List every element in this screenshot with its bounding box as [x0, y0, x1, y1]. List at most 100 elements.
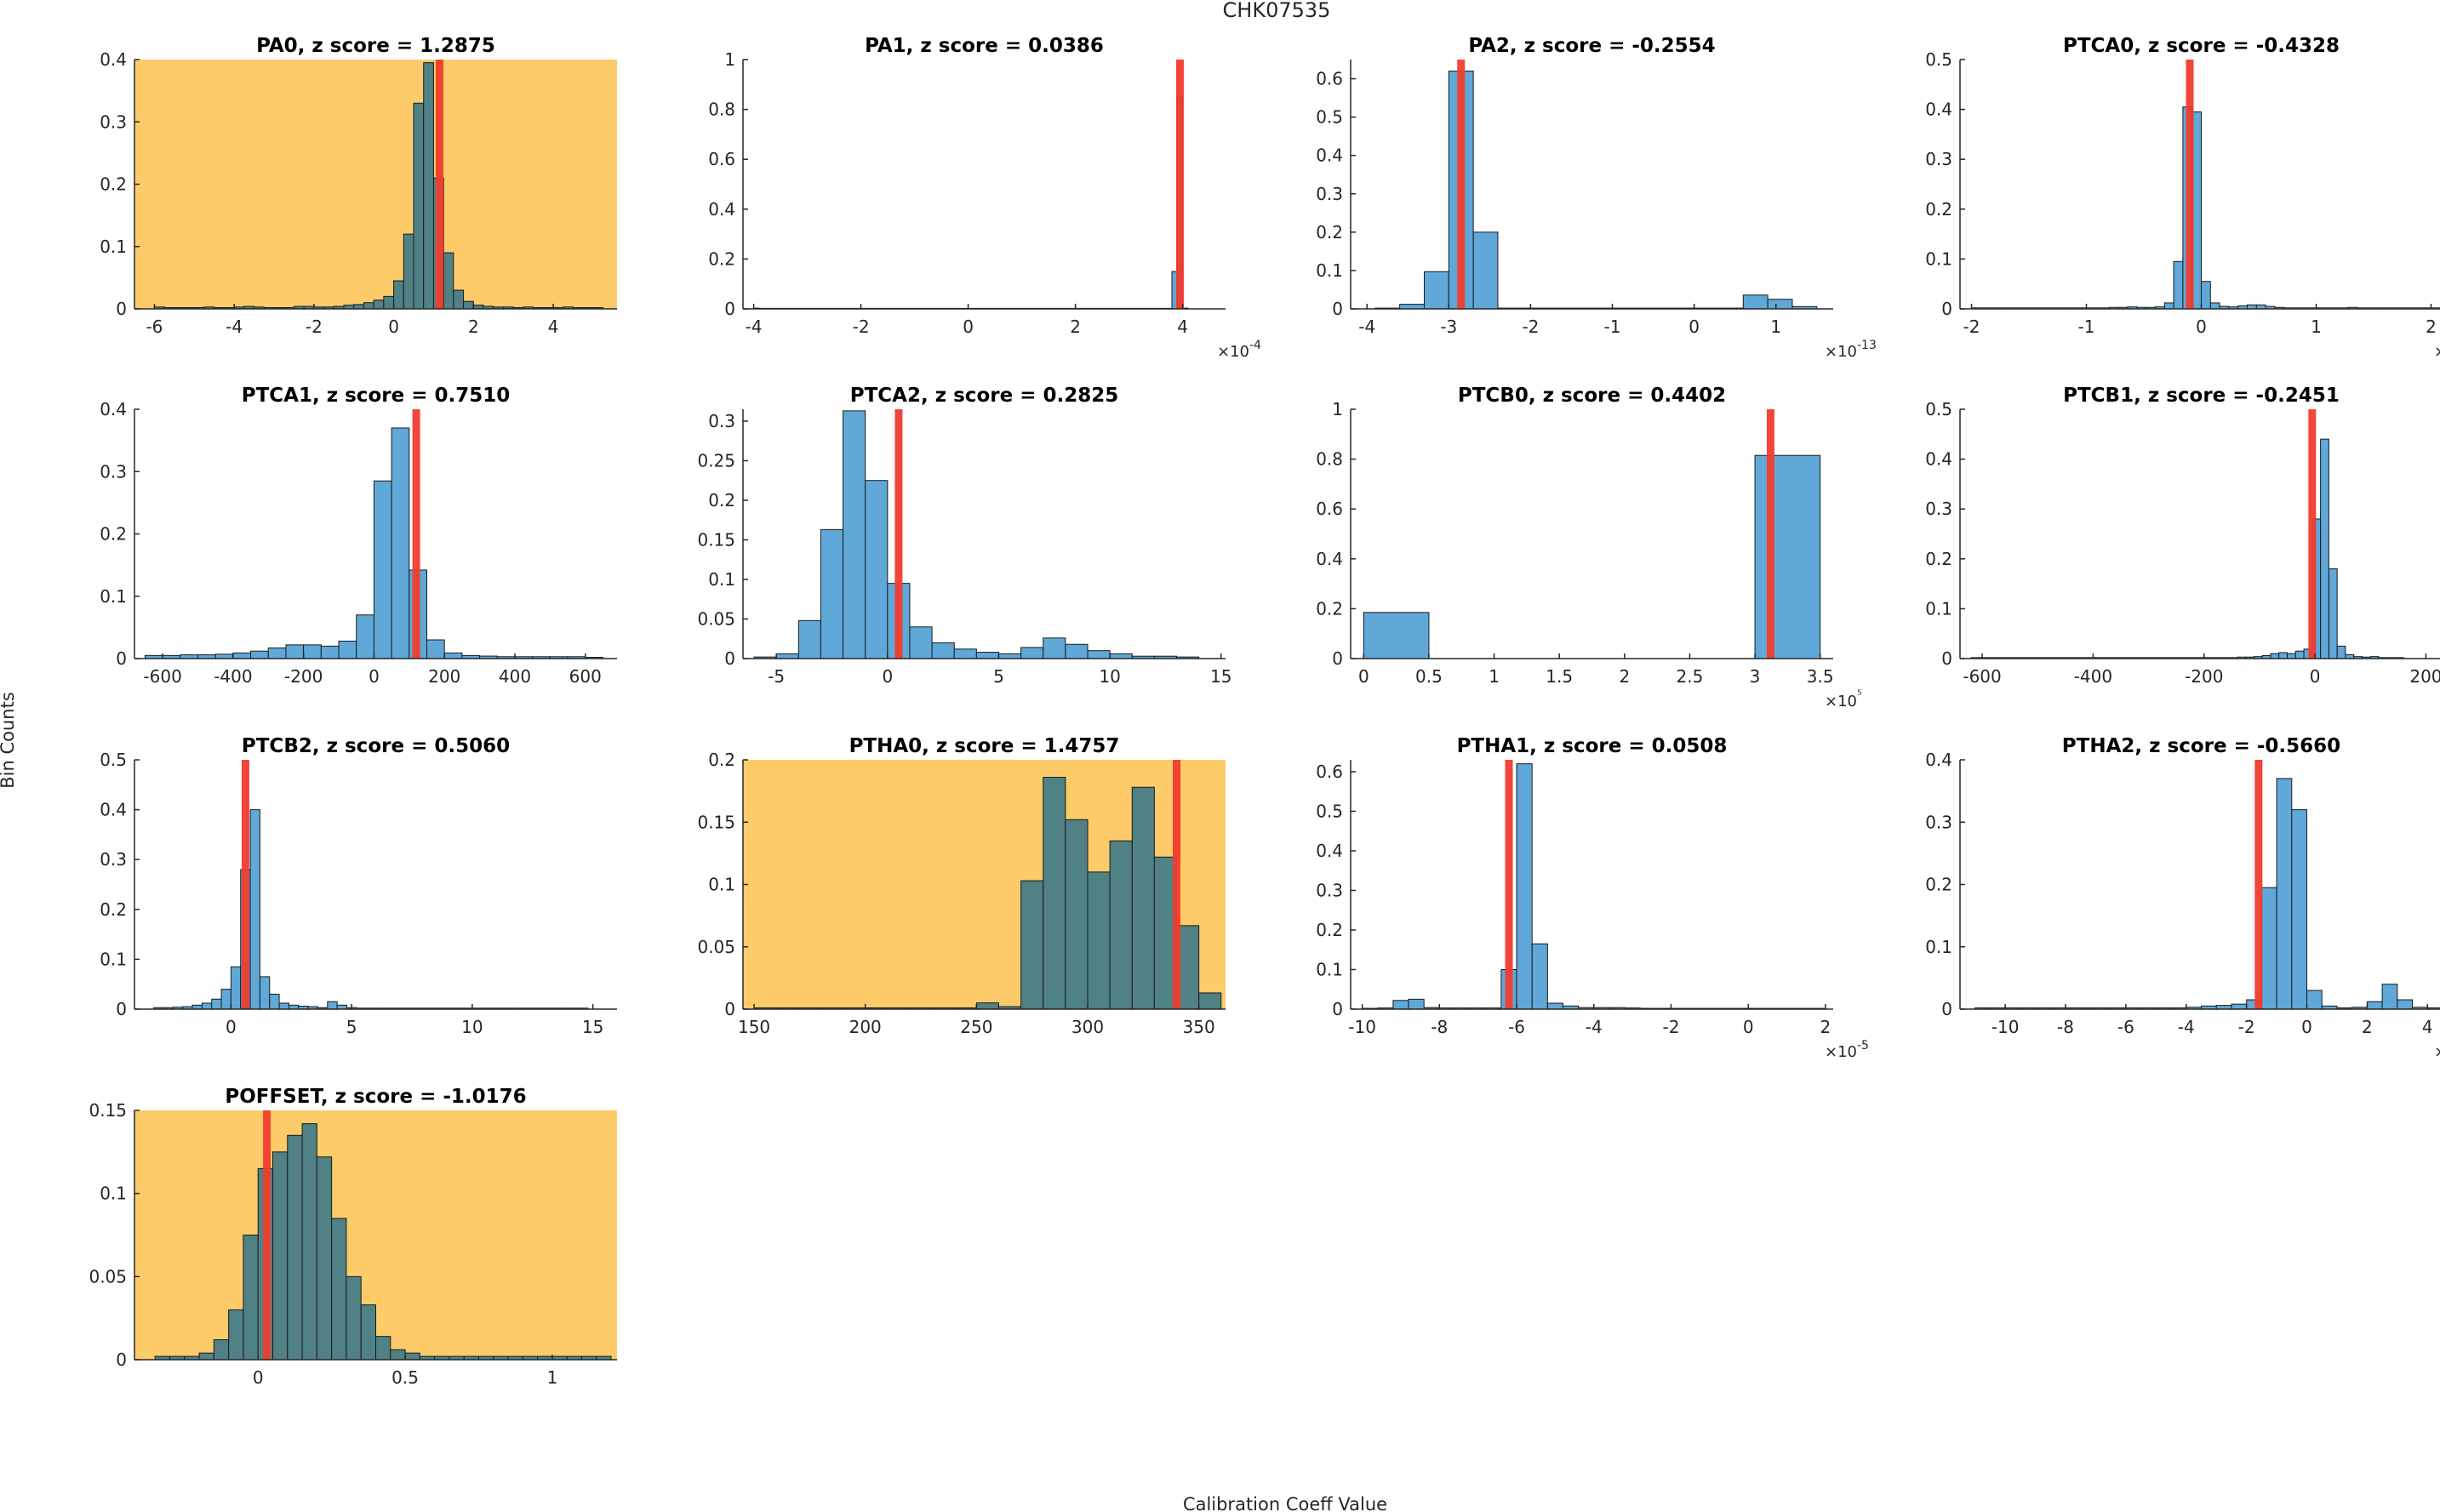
y-tick-label: 0.1 — [708, 569, 735, 590]
y-tick-label: 0.1 — [100, 586, 127, 607]
x-tick-label: 4 — [2422, 1017, 2433, 1037]
histogram-bar — [2201, 281, 2211, 310]
y-tick-label: 0 — [1941, 648, 1952, 669]
x-tick-label: -10 — [1348, 1017, 1376, 1037]
y-tick-label: 0.8 — [1316, 449, 1343, 470]
figure-ylabel: Bin Counts — [0, 692, 18, 789]
y-tick-label: 0.4 — [1925, 750, 1952, 770]
histogram-bar — [331, 1218, 347, 1361]
panels: 0 0.1 0.2 0.3 0.4 -6 -4 -2 0 2 4 PA0, z score = 1.2… — [89, 35, 2440, 1388]
panel-ptca1: 0 0.1 0.2 0.3 0.4 -600 -400 -200 0 200 400 600 PTCA1… — [100, 385, 617, 687]
x-tick-label: 0.5 — [391, 1367, 419, 1388]
histogram-bar — [775, 653, 799, 659]
x-tick-label: 600 — [569, 666, 602, 687]
x-tick-label: -5 — [768, 666, 785, 687]
y-tick-label: 0.2 — [1316, 920, 1343, 940]
y-tick-label: 0.2 — [1925, 875, 1952, 895]
y-tick-label: 1 — [1332, 399, 1343, 419]
histogram-bar — [426, 639, 445, 659]
y-tick-label: 0 — [724, 648, 735, 669]
y-tick-label: 0.2 — [100, 174, 127, 195]
x-tick-label: -2 — [306, 317, 323, 337]
y-tick-label: 0.6 — [1316, 762, 1343, 782]
y-tick-label: 0.1 — [1316, 260, 1343, 281]
x-tick-label: -4 — [2178, 1017, 2195, 1037]
y-tick-label: 0.6 — [1316, 499, 1343, 519]
y-tick-label: 0.4 — [1316, 841, 1343, 861]
x-tick-label: 300 — [1071, 1017, 1104, 1037]
y-tick-label: 0.1 — [100, 237, 127, 257]
y-tick-label: 0.3 — [100, 461, 127, 482]
panel-title: PTCA0, z score = -0.4328 — [2063, 35, 2340, 57]
y-tick-label: 0.15 — [697, 529, 735, 550]
histogram-bar — [243, 1235, 259, 1361]
y-tick-label: 0.1 — [1925, 598, 1952, 619]
histogram-bar — [2381, 984, 2398, 1010]
x-tick-label: 15 — [582, 1017, 603, 1037]
y-tick-label: 0.5 — [100, 750, 127, 770]
y-tick-label: 0 — [724, 299, 735, 319]
histogram-bar — [865, 480, 889, 659]
y-tick-label: 0.3 — [1925, 499, 1952, 519]
y-tick-label: 0.6 — [1316, 69, 1343, 89]
y-tick-label: 0.1 — [1316, 959, 1343, 979]
y-tick-label: 0.4 — [1316, 145, 1343, 166]
histogram-bar — [1363, 612, 1430, 659]
histogram-bar — [2163, 302, 2174, 310]
histogram-bar — [1020, 647, 1044, 659]
histogram-bar — [2278, 652, 2289, 659]
histogram-bar — [1043, 637, 1066, 659]
histogram-bar — [353, 304, 364, 310]
y-tick-label: 0.4 — [708, 199, 735, 220]
histogram-bar — [249, 809, 260, 1010]
histogram-bar — [1065, 819, 1089, 1010]
x-tick-label: 5 — [993, 666, 1004, 687]
panel-ptca0: 0 0.1 0.2 0.3 0.4 0.5 -2 -1 0 1 2 ×10⁵ PTCA0, z scor… — [1925, 35, 2440, 361]
y-tick-label: 0 — [116, 299, 127, 319]
histogram-bar — [797, 619, 821, 659]
y-tick-label: 0.5 — [1925, 49, 1952, 70]
histogram-bar — [287, 1134, 303, 1361]
x-axis-multiplier: ×10-12 — [2434, 1039, 2440, 1061]
x-tick-label: 0 — [1743, 1017, 1754, 1037]
panel-title: PTHA2, z score = -0.5660 — [2062, 735, 2340, 757]
figure-xlabel: Calibration Coeff Value — [1183, 1494, 1387, 1512]
histogram-bar — [1198, 992, 1222, 1010]
histogram-bar — [214, 653, 234, 659]
histogram-bar — [271, 1151, 289, 1361]
x-tick-label: 0 — [1689, 317, 1700, 337]
histogram-bar — [953, 648, 977, 659]
x-tick-label: 0 — [388, 317, 399, 337]
x-tick-label: 3 — [1750, 666, 1761, 687]
panel-ptcb0: 0 0.2 0.4 0.6 0.8 1 0 0.5 1 1.5 2 2.5 3 3.5×10⁵ PTCB0,… — [1316, 385, 1861, 710]
y-tick-label: 0.3 — [100, 111, 127, 132]
x-tick-label: 0 — [226, 1017, 237, 1037]
histogram-bar — [931, 642, 955, 659]
histogram-bar — [363, 302, 374, 310]
x-tick-label: 150 — [738, 1017, 770, 1037]
y-tick-label: 0.4 — [1925, 449, 1952, 470]
histogram-bar — [2291, 809, 2308, 1010]
panel-title: PTCB0, z score = 0.4402 — [1458, 385, 1726, 407]
histogram-bar — [1087, 650, 1111, 659]
x-tick-label: 1 — [1489, 666, 1500, 687]
histogram-bar — [250, 650, 269, 659]
histogram-bar — [356, 614, 374, 659]
histogram-bar — [1020, 880, 1044, 1010]
x-tick-label: -4 — [746, 317, 763, 337]
x-axis-multiplier: ×10⁵ — [2434, 339, 2440, 361]
panel-title: PTCB1, z score = -0.2451 — [2063, 385, 2340, 407]
x-tick-label: 0 — [2310, 666, 2321, 687]
x-tick-label: 0 — [963, 317, 974, 337]
x-tick-label: 0 — [882, 666, 893, 687]
panel-ptcb1: 0 0.1 0.2 0.3 0.4 0.5 -600 -400 -200 0 200 PTCB1, z… — [1925, 385, 2440, 687]
histogram-bar — [393, 280, 404, 310]
histogram-bar — [997, 653, 1022, 659]
x-tick-label: -8 — [1431, 1017, 1448, 1037]
y-tick-label: 0.1 — [100, 949, 127, 969]
histogram-bar — [909, 626, 933, 659]
panel-highlight-background — [134, 60, 617, 309]
y-tick-label: 0.05 — [697, 608, 735, 629]
x-tick-label: 2 — [2426, 317, 2437, 337]
